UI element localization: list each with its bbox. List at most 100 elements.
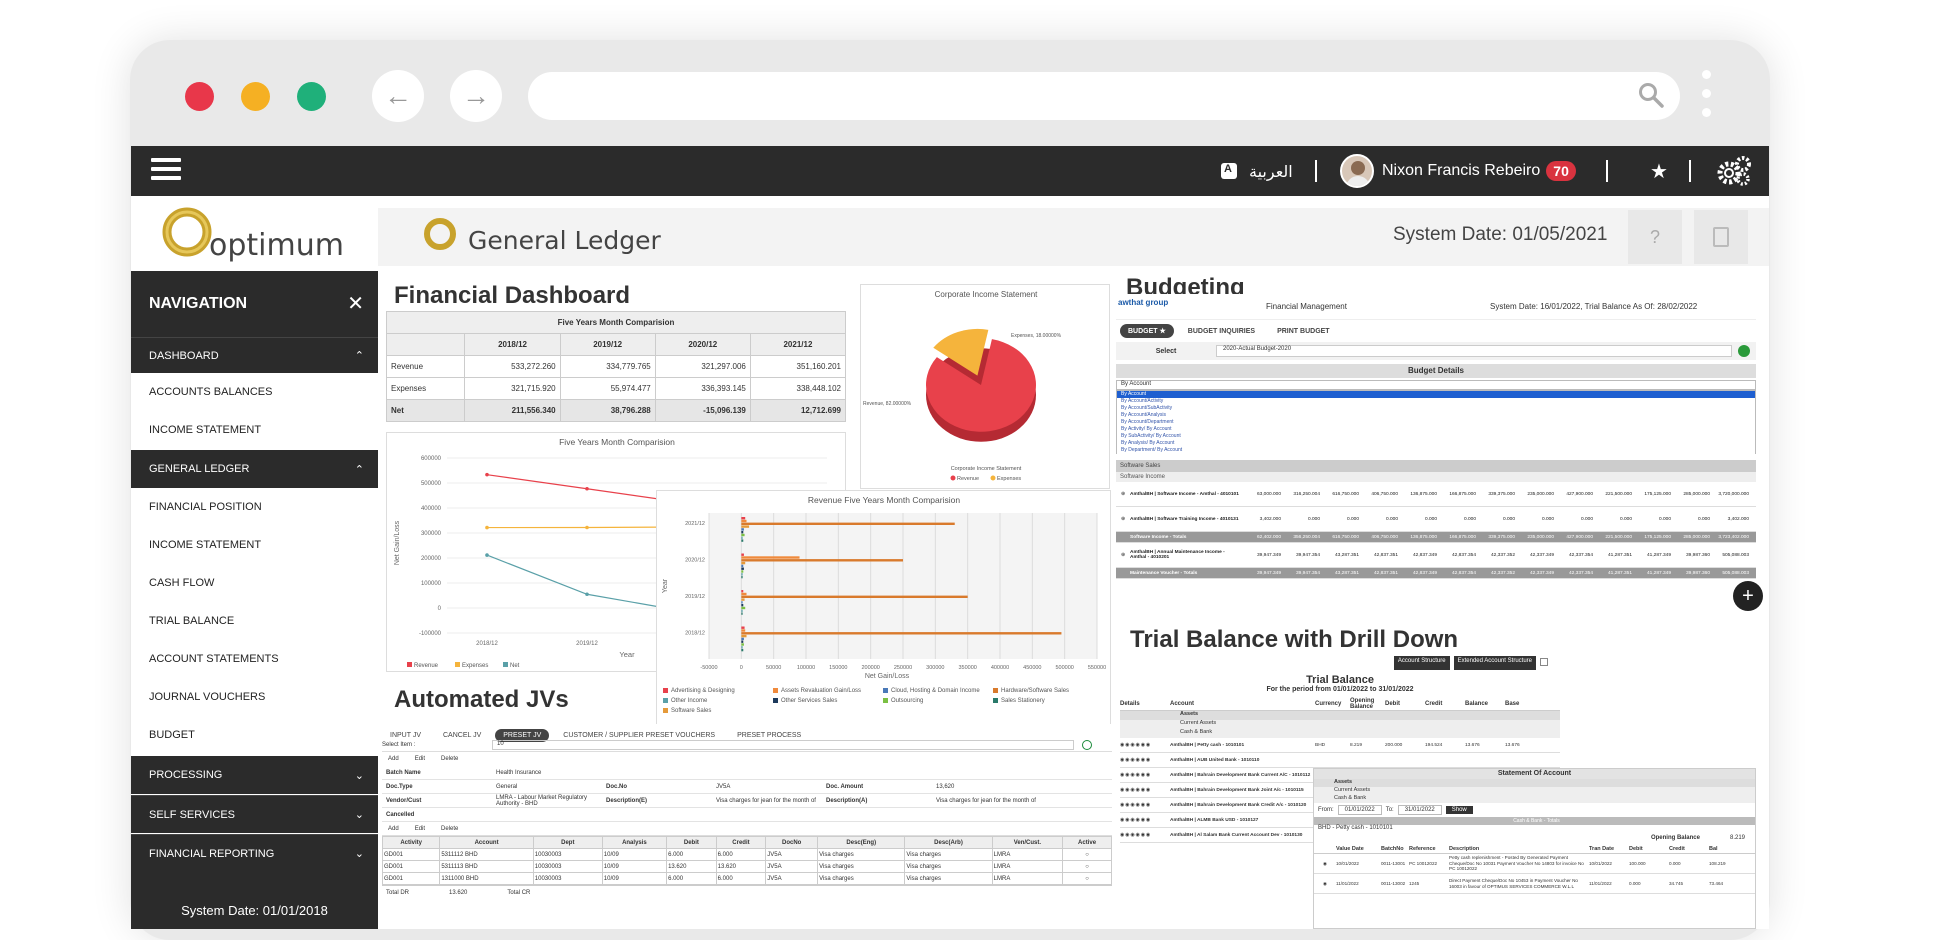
- statement-row[interactable]: ◉ 10/01/2022 0011-13001 PC 10012022 Petty ca…: [1314, 854, 1755, 874]
- nav-item-journal-vouchers[interactable]: JOURNAL VOUCHERS: [131, 678, 378, 716]
- statement-group[interactable]: Current Assets: [1314, 787, 1755, 795]
- dropdown-option[interactable]: By Account/Activity: [1117, 398, 1755, 405]
- to-date-input[interactable]: 31/01/2022: [1397, 805, 1442, 815]
- nav-section-financial-reporting[interactable]: FINANCIAL REPORTING ⌄: [131, 834, 378, 872]
- show-button[interactable]: Show: [1445, 806, 1473, 814]
- bar[interactable]: [741, 531, 744, 534]
- field-value[interactable]: Visa charges for jean for the month of: [716, 797, 816, 804]
- bar[interactable]: [741, 601, 743, 604]
- drill-icons[interactable]: ◉◉◉◉◉◉: [1120, 802, 1152, 808]
- bar[interactable]: [741, 570, 744, 573]
- bar[interactable]: [741, 533, 745, 537]
- forward-button[interactable]: →: [450, 70, 502, 122]
- nav-item-accounts-balances[interactable]: ACCOUNTS BALANCES: [131, 373, 378, 411]
- bar[interactable]: [741, 648, 744, 652]
- bar[interactable]: [741, 517, 746, 520]
- field-value[interactable]: LMRA - Labour Market Regulatory Authorit…: [496, 794, 588, 807]
- search-icon[interactable]: [1638, 82, 1664, 108]
- drill-icons[interactable]: ◉◉◉◉◉◉: [1120, 772, 1152, 778]
- structure-button[interactable]: Extended Account Structure: [1453, 656, 1536, 670]
- nav-section-self-services[interactable]: SELF SERVICES ⌄: [131, 795, 378, 833]
- budget-total-row[interactable]: Maintenance Voucher - Totals 39,947.349 39…: [1116, 568, 1756, 579]
- table-row[interactable]: GD001 5311112 BHD 10030003 10/09 6.000 6.000 J…: [382, 848, 1112, 861]
- close-icon[interactable]: ✕: [347, 293, 364, 315]
- hamburger-menu-icon[interactable]: [151, 158, 181, 184]
- expand-icon[interactable]: ⊕: [1120, 516, 1126, 522]
- dropdown-option[interactable]: By Account/Analysis: [1117, 412, 1755, 419]
- bar[interactable]: [741, 522, 955, 525]
- nav-item-financial-position[interactable]: FINANCIAL POSITION: [131, 488, 378, 526]
- bar[interactable]: [741, 519, 747, 523]
- nav-item-trial-balance[interactable]: TRIAL BALANCE: [131, 602, 378, 640]
- dropdown-option[interactable]: By Department/ By Account: [1117, 447, 1755, 454]
- bar[interactable]: [741, 634, 747, 638]
- statement-group[interactable]: Cash & Bank: [1314, 795, 1755, 803]
- bar[interactable]: [741, 590, 744, 593]
- back-button[interactable]: ←: [372, 70, 424, 122]
- jv-toolbar-button[interactable]: Edit: [414, 756, 426, 762]
- field-value[interactable]: General: [496, 783, 518, 790]
- bar[interactable]: [741, 612, 743, 615]
- dropdown-option[interactable]: By Account: [1117, 391, 1755, 398]
- favorites-star-icon[interactable]: ★: [1650, 160, 1668, 183]
- user-menu[interactable]: Nixon Francis Rebeiro 70: [1340, 146, 1576, 196]
- bar[interactable]: [741, 598, 745, 601]
- expand-icon[interactable]: ⊕: [1120, 552, 1126, 558]
- settings-gear-icon[interactable]: [1716, 146, 1752, 196]
- jv-tab[interactable]: INPUT JV: [390, 732, 421, 739]
- budget-row[interactable]: ⊕ AmthalBH | Software Income - Amthal - 4…: [1116, 482, 1756, 507]
- notification-badge[interactable]: 70: [1546, 161, 1576, 181]
- drill-icons[interactable]: ◉◉◉◉◉◉: [1120, 817, 1152, 823]
- nav-item-income-statement-gl[interactable]: INCOME STATEMENT: [131, 526, 378, 564]
- bar[interactable]: [741, 573, 743, 576]
- bar[interactable]: [741, 575, 743, 579]
- bar[interactable]: [741, 567, 744, 570]
- jv-line-button[interactable]: Add: [388, 825, 399, 832]
- drill-icons[interactable]: ◉◉◉◉◉◉: [1120, 757, 1152, 763]
- bar[interactable]: [741, 606, 746, 610]
- nav-item-budget[interactable]: BUDGET: [131, 716, 378, 754]
- data-point[interactable]: [585, 525, 589, 530]
- row-radio[interactable]: ○: [1062, 848, 1112, 861]
- data-point[interactable]: [485, 553, 489, 557]
- bar[interactable]: [741, 609, 743, 612]
- jv-toolbar-button[interactable]: Add: [388, 756, 399, 762]
- bar[interactable]: [741, 564, 744, 568]
- close-window-dot[interactable]: [185, 82, 214, 111]
- field-value[interactable]: Health Insurance: [496, 769, 542, 776]
- bar[interactable]: [741, 528, 744, 531]
- view-icon[interactable]: ◉: [1322, 860, 1327, 866]
- table-row[interactable]: GD001 5311113 BHD 10030003 10/09 13.620 13.62…: [382, 860, 1112, 873]
- table-row[interactable]: GD001 1311000 BHD 10030003 10/09 6.000 6.000 J…: [382, 872, 1112, 885]
- field-value[interactable]: 13,620: [936, 783, 955, 790]
- nav-section-general-ledger[interactable]: GENERAL LEDGER ⌃: [131, 450, 378, 488]
- bar[interactable]: [741, 626, 745, 629]
- download-icon[interactable]: [1738, 345, 1750, 357]
- tb-group[interactable]: Current Assets: [1120, 720, 1560, 729]
- expand-icon[interactable]: ⊕: [1120, 491, 1126, 497]
- language-switch[interactable]: A العربية: [1221, 146, 1293, 196]
- data-point[interactable]: [485, 525, 489, 530]
- jv-tab[interactable]: CANCEL JV: [443, 732, 482, 739]
- bar[interactable]: [741, 632, 1062, 635]
- bar[interactable]: [741, 604, 744, 607]
- view-icon[interactable]: ◉: [1322, 880, 1327, 886]
- dropdown-option[interactable]: By Account/Department: [1117, 419, 1755, 426]
- bar[interactable]: [741, 637, 744, 641]
- jv-select-input[interactable]: 10: [492, 739, 1074, 750]
- bar[interactable]: [741, 536, 743, 539]
- budget-row[interactable]: ⊕ AmthalBH | Software Training Income - 4…: [1116, 507, 1756, 532]
- tb-row[interactable]: ◉◉◉◉◉◉ AmthalBH | Petty cash - 1010101 BHD…: [1120, 738, 1560, 753]
- bar[interactable]: [741, 561, 746, 565]
- drill-icons[interactable]: ◉◉◉◉◉◉: [1120, 742, 1152, 748]
- pie-slice[interactable]: [926, 339, 1036, 432]
- bar[interactable]: [741, 553, 744, 556]
- bar[interactable]: [741, 559, 903, 562]
- bar[interactable]: [741, 539, 744, 542]
- pdf-export-button[interactable]: [1694, 210, 1748, 264]
- jv-tab[interactable]: CUSTOMER / SUPPLIER PRESET VOUCHERS: [563, 732, 716, 739]
- minimize-window-dot[interactable]: [241, 82, 270, 111]
- add-fab-button[interactable]: +: [1733, 581, 1763, 611]
- drill-icons[interactable]: ◉◉◉◉◉◉: [1120, 832, 1152, 838]
- bar[interactable]: [741, 556, 800, 559]
